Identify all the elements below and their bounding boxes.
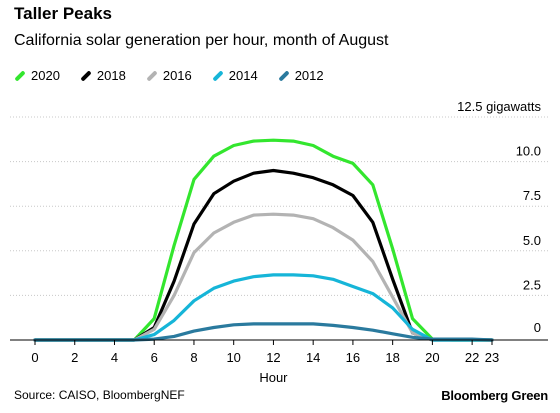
x-tick-label: 18 xyxy=(385,350,399,365)
legend-item-2014: 2014 xyxy=(212,68,258,83)
series-line-2018 xyxy=(33,168,494,342)
chart-subtitle: California solar generation per hour, mo… xyxy=(14,32,389,49)
legend-label-2014: 2014 xyxy=(228,68,258,83)
legend-item-2016: 2016 xyxy=(146,68,192,83)
x-tick-label: 14 xyxy=(306,350,320,365)
x-tick-label: 2 xyxy=(71,350,78,365)
y-tick-label: 7.5 xyxy=(523,188,541,203)
series-line-2020 xyxy=(33,138,494,342)
legend-label-2012: 2012 xyxy=(294,68,324,83)
x-tick-label: 6 xyxy=(151,350,158,365)
legend-item-2012: 2012 xyxy=(278,68,324,83)
y-tick-label: 12.5 gigawatts xyxy=(457,99,541,114)
x-tick-label: 12 xyxy=(266,350,280,365)
source-note: Source: CAISO, BloombergNEF xyxy=(14,388,185,402)
y-tick-label: 2.5 xyxy=(523,277,541,292)
legend-item-2018: 2018 xyxy=(80,68,126,83)
legend-label-2020: 2020 xyxy=(31,68,60,83)
y-tick-label: 10.0 xyxy=(516,144,541,159)
x-tick-label: 20 xyxy=(425,350,439,365)
x-tick-label: 23 xyxy=(485,350,499,365)
x-tick-label: 0 xyxy=(31,350,38,365)
y-tick-label: 5.0 xyxy=(523,233,541,248)
legend-label-2016: 2016 xyxy=(162,68,192,83)
x-axis-title: Hour xyxy=(259,370,288,385)
x-tick-label: 8 xyxy=(190,350,197,365)
brand-logo-text: Bloomberg Green xyxy=(441,388,548,403)
legend-label-2018: 2018 xyxy=(96,68,126,83)
chart-title: Taller Peaks xyxy=(14,4,112,23)
x-tick-label: 16 xyxy=(346,350,360,365)
chart-legend: 2020 2018 2016 2014 2012 xyxy=(14,68,344,83)
x-tick-label: 22 xyxy=(465,350,479,365)
x-tick-label: 4 xyxy=(111,350,118,365)
y-tick-label: 0 xyxy=(534,320,541,335)
x-tick-label: 10 xyxy=(226,350,240,365)
legend-item-2020: 2020 xyxy=(14,68,60,83)
